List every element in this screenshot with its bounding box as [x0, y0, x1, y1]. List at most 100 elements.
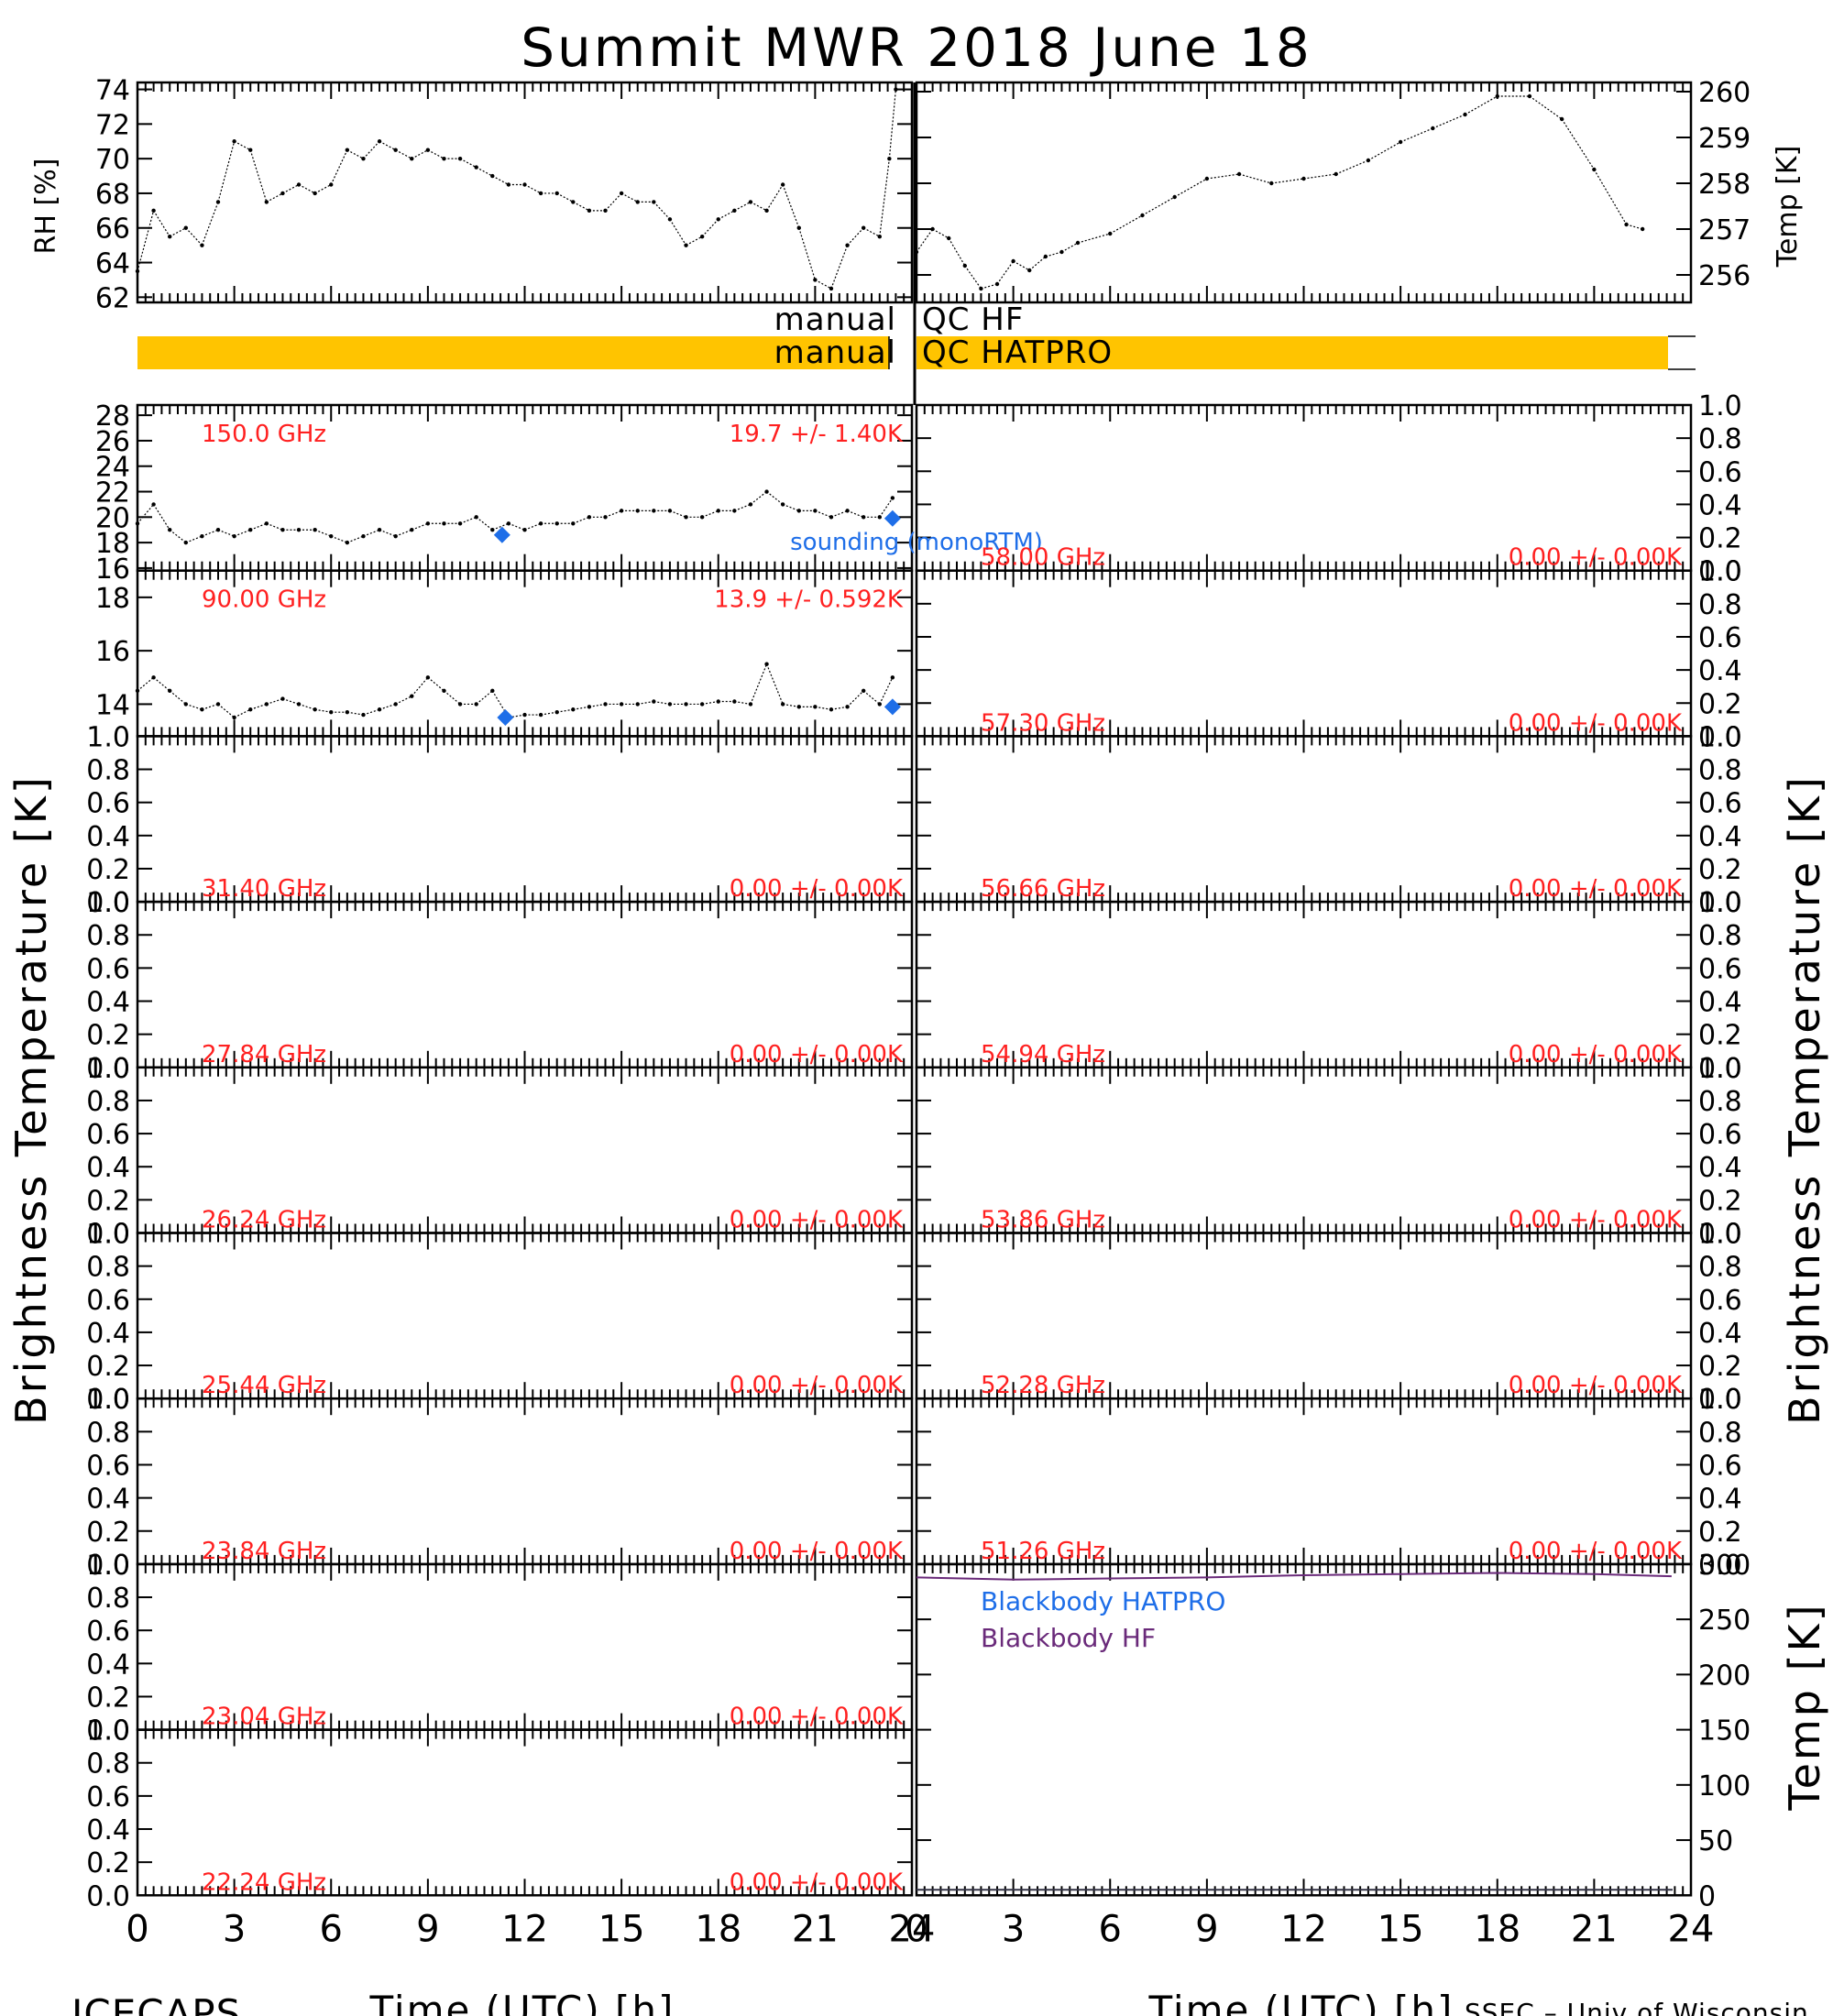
tb-51.26-stat: 0.00 +/- 0.00K — [1509, 1538, 1683, 1565]
y-tick-label: 1.0 — [86, 721, 130, 753]
y-tick-label: 0.6 — [86, 788, 130, 820]
data-segment — [782, 184, 800, 228]
y-tick-label: 1.0 — [86, 1384, 130, 1416]
y-tick-label: 0.0 — [86, 887, 130, 919]
tb-90-y-ticks: 14 16 18 — [95, 583, 912, 721]
data-segment — [266, 698, 283, 705]
y-tick-label: 0.4 — [1698, 489, 1742, 521]
tb-23.04-label: 23.04 GHz — [202, 1704, 326, 1731]
tb-53.86-x-ticks — [916, 1067, 1692, 1233]
ylabel-rh: RH [%] — [30, 159, 62, 255]
data-segment — [766, 663, 784, 705]
data-point — [442, 688, 446, 694]
data-segment — [862, 227, 881, 237]
y-tick-label: 0.2 — [1698, 1517, 1742, 1549]
data-segment — [1367, 141, 1401, 161]
y-tick-label: 0.6 — [1698, 622, 1742, 654]
tb-52.28-y-ticks: 0.00.20.40.60.81.0 — [916, 1219, 1742, 1416]
data-segment — [573, 706, 590, 710]
data-segment — [1109, 214, 1143, 235]
data-segment — [1335, 159, 1369, 175]
ylabel-bt-right: Brightness Temperature [K] — [1780, 774, 1829, 1425]
data-segment — [1174, 178, 1208, 198]
tb-26.24-label: 26.24 GHz — [202, 1207, 326, 1234]
data-segment — [492, 175, 510, 186]
y-tick-label: 150 — [1698, 1715, 1751, 1748]
y-tick-label: 0.8 — [1698, 755, 1742, 787]
xlabel-left: Time (UTC) [h] — [369, 1988, 675, 2016]
data-segment — [750, 663, 768, 705]
data-segment — [217, 141, 236, 203]
y-tick-label: 0.0 — [1698, 1219, 1742, 1251]
tb-54.94-stat: 0.00 +/- 0.00K — [1509, 1041, 1683, 1068]
data-segment — [669, 509, 686, 518]
data-segment — [620, 192, 639, 203]
data-point — [1640, 226, 1645, 232]
y-tick-label: 0.0 — [86, 1880, 130, 1912]
tb-23.84-y-ticks: 0.00.20.40.60.81.0 — [86, 1384, 912, 1582]
y-tick-label: 16 — [95, 553, 130, 586]
data-segment — [815, 706, 832, 710]
data-segment — [701, 509, 719, 518]
y-tick-label: 0.8 — [86, 920, 130, 952]
data-segment — [153, 676, 170, 692]
y-tick-label: 68 — [95, 179, 130, 211]
y-tick-label: 1.0 — [1698, 1219, 1742, 1251]
y-tick-label: 22 — [95, 477, 130, 509]
ylabel-temp-bottom: Temp [K] — [1780, 1602, 1829, 1811]
y-tick-label: 0.2 — [86, 1517, 130, 1549]
data-segment — [202, 703, 219, 710]
x-tick-label: 21 — [792, 1908, 839, 1950]
ylabel-temp-top: Temp [K] — [1772, 146, 1804, 268]
data-segment — [363, 708, 380, 716]
data-segment — [395, 529, 412, 537]
x-tick-label: 0 — [905, 1908, 927, 1950]
x-tick-label: 15 — [598, 1908, 645, 1950]
data-segment — [185, 227, 203, 247]
data-segment — [702, 700, 719, 706]
data-segment — [153, 504, 170, 531]
y-tick-label: 100 — [1698, 1770, 1751, 1802]
y-tick-label: 0 — [1698, 1880, 1716, 1912]
data-point — [248, 148, 253, 152]
data-point — [410, 528, 414, 532]
tb-27.84-x-ticks — [137, 902, 913, 1068]
data-segment — [798, 227, 816, 280]
data-segment — [556, 192, 574, 203]
tb-90-series — [135, 662, 895, 720]
qc-right-top: QC HF — [922, 301, 1024, 338]
y-tick-label: 257 — [1698, 214, 1751, 247]
data-segment — [330, 149, 348, 185]
panel-frames: 6264666870727425625725825926016182022242… — [86, 75, 1751, 1913]
y-tick-label: 0.8 — [1698, 920, 1742, 952]
data-segment — [830, 509, 848, 518]
data-segment — [234, 708, 251, 718]
y-tick-label: 1.0 — [1698, 556, 1742, 588]
y-tick-label: 0.8 — [1698, 1252, 1742, 1284]
tb-54.94-x-ticks — [916, 902, 1692, 1068]
sounding-point — [497, 708, 514, 726]
data-point — [264, 702, 269, 707]
qc-left-bottom: manual — [774, 334, 896, 371]
data-segment — [395, 696, 412, 705]
data-segment — [686, 236, 703, 247]
figure-title: Summit MWR 2018 June 18 — [521, 16, 1312, 79]
data-segment — [1593, 169, 1628, 225]
x-tick-label: 6 — [320, 1908, 343, 1950]
data-point — [313, 707, 317, 712]
data-segment — [363, 140, 380, 159]
blackbody-y-ticks: 0 50 100 150 200 250 300 — [916, 1550, 1751, 1912]
tb-22.24-y-ticks: 0.00.20.40.60.81.0 — [86, 1715, 912, 1912]
data-segment — [573, 516, 590, 524]
data-segment — [363, 529, 380, 537]
y-tick-label: 0.4 — [86, 987, 130, 1019]
data-segment — [314, 529, 332, 537]
y-tick-label: 0.6 — [86, 1119, 130, 1151]
tb-53.86-y-ticks: 0.00.20.40.60.81.0 — [916, 1053, 1742, 1251]
y-tick-label: 0.4 — [86, 1484, 130, 1516]
qc-right-bottom: QC HATPRO — [922, 334, 1113, 371]
data-segment — [492, 522, 510, 531]
data-segment — [1529, 95, 1563, 120]
